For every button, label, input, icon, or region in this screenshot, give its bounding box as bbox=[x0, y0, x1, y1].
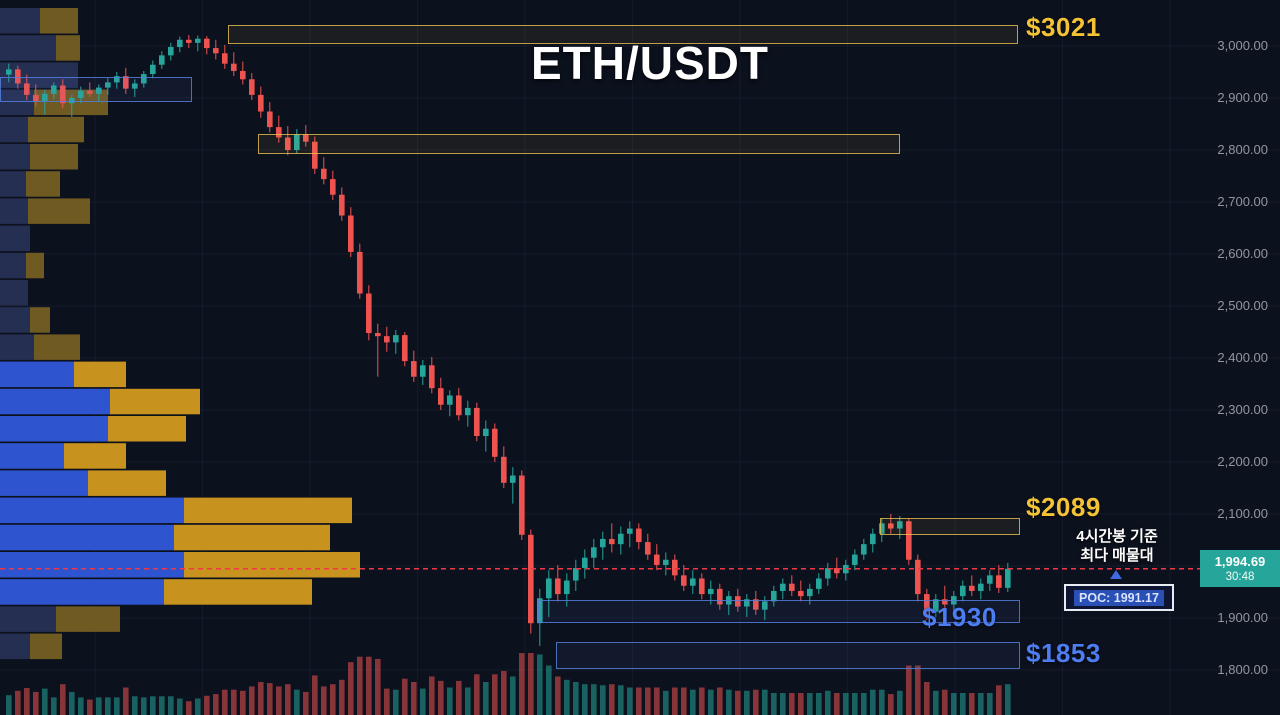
demand-zone-1930[interactable] bbox=[538, 600, 1020, 623]
candlestick-series[interactable] bbox=[6, 35, 1011, 647]
volume-pane[interactable] bbox=[6, 653, 1011, 715]
current-price-badge: 1,994.69 30:48 bbox=[1200, 550, 1280, 588]
price-axis-label: 3,000.00 bbox=[1217, 38, 1268, 53]
poc-label: POC: 1991.17 bbox=[1074, 589, 1164, 606]
poc-arrow-icon bbox=[1110, 570, 1122, 579]
price-label-3021[interactable]: $3021 bbox=[1026, 12, 1101, 42]
demand-zone-1853[interactable] bbox=[556, 642, 1020, 669]
korean-note-line2: 최다 매물대 bbox=[1080, 547, 1154, 564]
volume-profile-indicator[interactable] bbox=[0, 8, 360, 660]
price-axis-label: 1,900.00 bbox=[1217, 610, 1268, 625]
chart-title: ETH/USDT bbox=[531, 37, 769, 89]
price-axis-label: 2,900.00 bbox=[1217, 90, 1268, 105]
korean-note-line1: 4시간봉 기준 bbox=[1076, 528, 1158, 545]
korean-note: 4시간봉 기준 최다 매물대 bbox=[1042, 527, 1192, 565]
price-axis-label: 2,600.00 bbox=[1217, 246, 1268, 261]
price-axis-label: 2,300.00 bbox=[1217, 402, 1268, 417]
price-axis-label: 2,800.00 bbox=[1217, 142, 1268, 157]
supply-zone-2089[interactable] bbox=[880, 518, 1020, 535]
poc-label-box[interactable]: POC: 1991.17 bbox=[1064, 584, 1174, 611]
demand-zone-2900[interactable] bbox=[0, 77, 192, 102]
price-axis-label: 2,100.00 bbox=[1217, 506, 1268, 521]
price-axis[interactable]: 3,000.00 2,900.00 2,800.00 2,700.00 2,600.00… bbox=[1190, 0, 1280, 715]
current-price-value: 1,994.69 bbox=[1214, 553, 1266, 569]
price-axis-label: 2,400.00 bbox=[1217, 350, 1268, 365]
supply-zone-3021[interactable] bbox=[228, 25, 1018, 44]
price-label-2089[interactable]: $2089 bbox=[1026, 492, 1101, 522]
supply-zone-2800[interactable] bbox=[258, 134, 900, 154]
price-label-1853[interactable]: $1853 bbox=[1026, 638, 1101, 668]
price-label-1930[interactable]: $1930 bbox=[922, 602, 997, 632]
price-axis-label: 1,800.00 bbox=[1217, 662, 1268, 677]
bar-countdown: 30:48 bbox=[1225, 570, 1255, 583]
price-axis-label: 2,700.00 bbox=[1217, 194, 1268, 209]
price-axis-label: 2,200.00 bbox=[1217, 454, 1268, 469]
price-axis-label: 2,500.00 bbox=[1217, 298, 1268, 313]
